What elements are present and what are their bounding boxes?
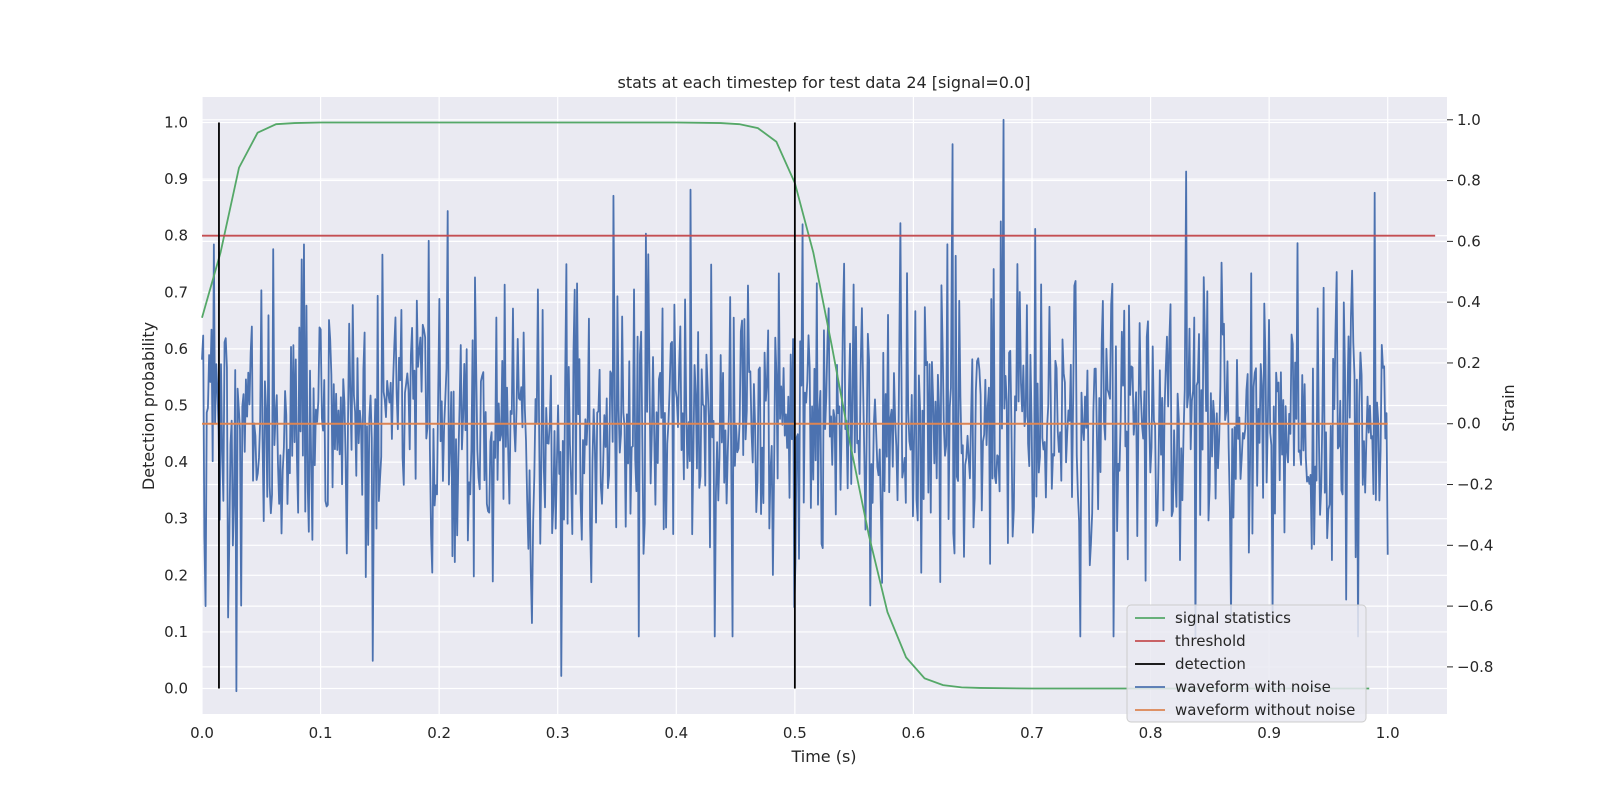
y-right-tick-label: −0.6: [1457, 597, 1493, 615]
y-right-tick-label: 0.0: [1457, 415, 1481, 433]
y-right-tick-label: 0.6: [1457, 232, 1481, 250]
x-tick-labels: 0.0 0.1 0.2 0.3 0.4 0.5 0.6 0.7 0.8 0.9 1.0: [190, 724, 1400, 742]
x-tick-label: 1.0: [1376, 724, 1400, 742]
y-tick-label: 0.8: [164, 227, 188, 245]
y-tick-label: 0.7: [164, 283, 188, 301]
chart-title: stats at each timestep for test data 24 …: [618, 73, 1031, 92]
legend-label: waveform without noise: [1175, 701, 1355, 719]
y-tick-label: 0.4: [164, 453, 188, 471]
y-tick-label: 0.0: [164, 680, 188, 698]
y-right-tick-labels: −0.8 −0.6 −0.4 −0.2 0.0 0.2 0.4 0.6 0.8 1.0: [1447, 111, 1493, 676]
x-tick-label: 0.6: [901, 724, 925, 742]
x-tick-label: 0.5: [783, 724, 807, 742]
y-right-tick-label: 0.4: [1457, 293, 1481, 311]
y-right-tick-label: 1.0: [1457, 111, 1481, 129]
y-right-axis-label: Strain: [1499, 384, 1518, 431]
legend-box: [1126, 604, 1367, 723]
x-tick-label: 0.8: [1139, 724, 1163, 742]
legend-label: detection: [1175, 655, 1246, 673]
legend-label: waveform with noise: [1175, 678, 1331, 696]
y-tick-label: 0.6: [164, 340, 188, 358]
y-right-tick-label: −0.2: [1457, 476, 1493, 494]
y-tick-labels: 0.0 0.1 0.2 0.3 0.4 0.5 0.6 0.7 0.8 0.9 1.0: [164, 113, 188, 697]
x-tick-label: 0.9: [1257, 724, 1281, 742]
y-right-tick-label: 0.8: [1457, 172, 1481, 190]
y-right-tick-label: 0.2: [1457, 354, 1481, 372]
y-right-tick-label: −0.4: [1457, 536, 1493, 554]
x-tick-label: 0.3: [546, 724, 570, 742]
legend-label: threshold: [1175, 632, 1246, 650]
x-tick-label: 0.2: [427, 724, 451, 742]
y-right-tick-label: −0.8: [1457, 658, 1493, 676]
x-tick-label: 0.1: [309, 724, 333, 742]
legend-label: signal statistics: [1175, 609, 1291, 627]
series-layer: [201, 118, 1436, 693]
x-axis-label: Time (s): [790, 747, 856, 766]
y-tick-label: 0.3: [164, 510, 188, 528]
x-tick-label: 0.7: [1020, 724, 1044, 742]
y-tick-label: 0.2: [164, 566, 188, 584]
x-tick-label: 0.0: [190, 724, 214, 742]
y-tick-label: 0.9: [164, 170, 188, 188]
y-tick-label: 0.1: [164, 623, 188, 641]
y-axis-label: Detection probability: [139, 322, 158, 490]
y-tick-label: 1.0: [164, 113, 188, 131]
legend: signal statistics threshold detection wavef…: [1126, 604, 1367, 723]
y-tick-label: 0.5: [164, 397, 188, 415]
x-tick-label: 0.4: [664, 724, 688, 742]
